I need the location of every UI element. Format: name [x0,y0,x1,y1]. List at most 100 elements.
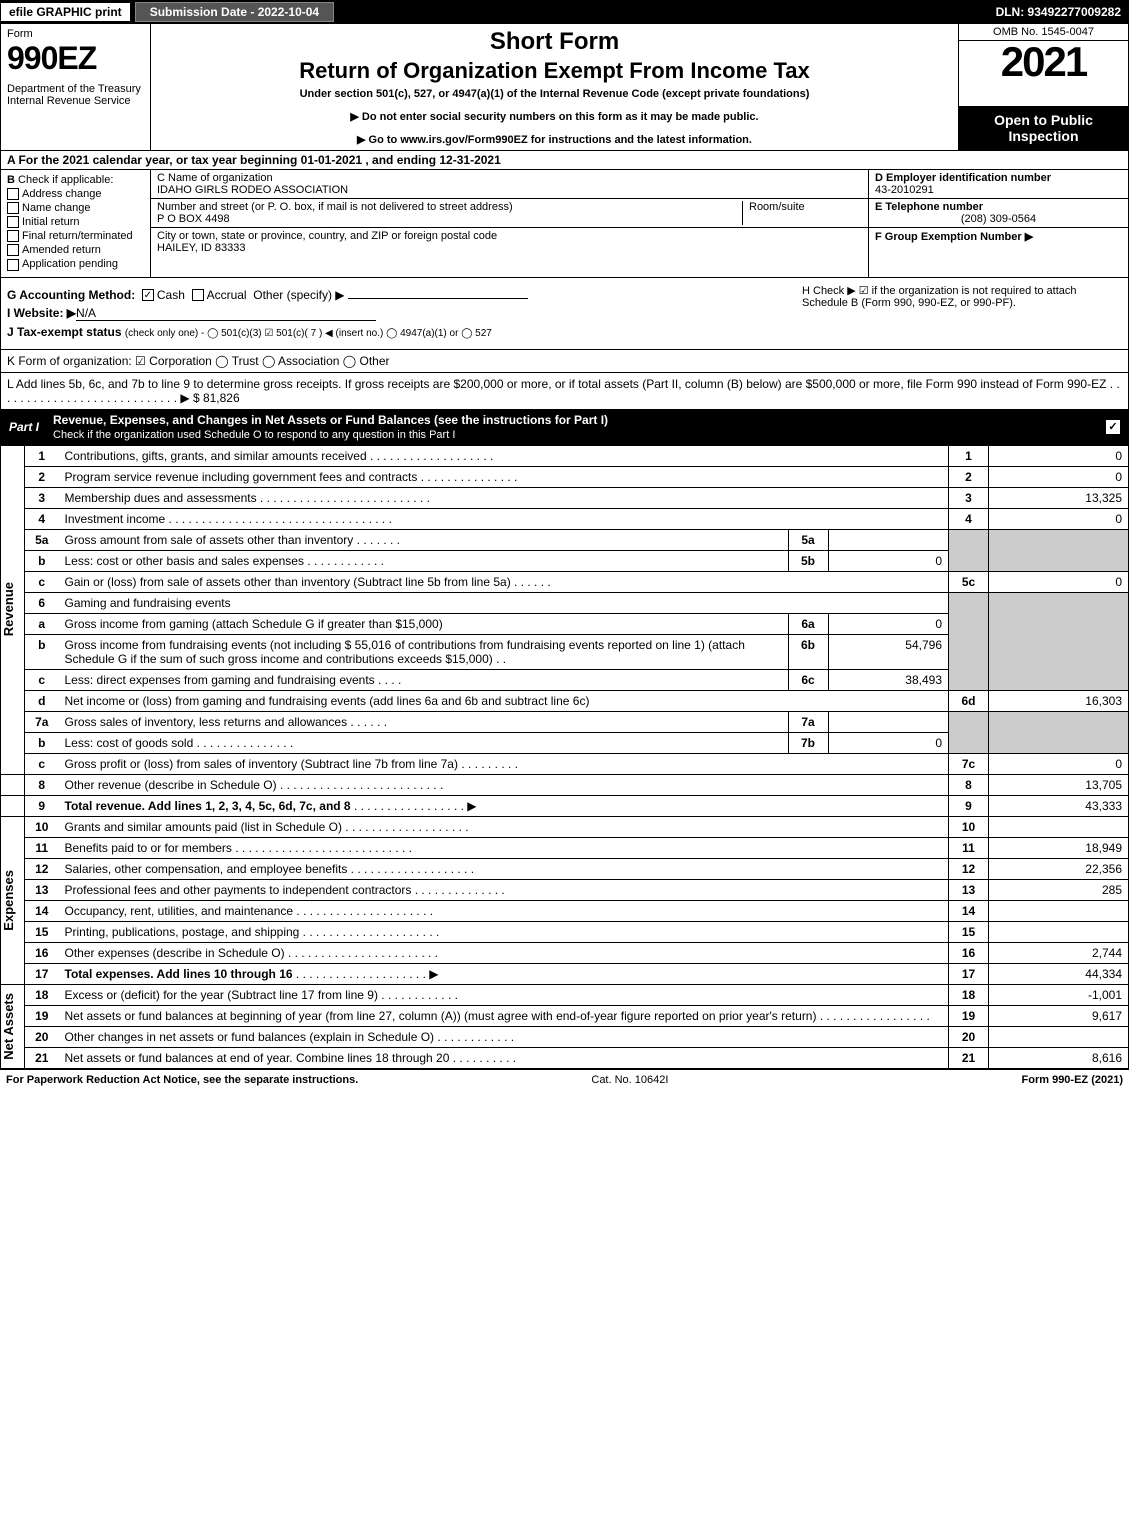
line-7c: Gross profit or (loss) from sales of inv… [59,753,949,774]
netassets-vlabel: Net Assets [1,984,25,1068]
val-11: 18,949 [989,837,1129,858]
city: HAILEY, ID 83333 [157,242,245,254]
cb-initial-return[interactable]: Initial return [7,216,144,228]
l-amt: ▶ $ 81,826 [180,391,239,405]
d-label: D Employer identification number [875,172,1051,184]
efile-print-button[interactable]: efile GRAPHIC print [0,2,131,22]
val-2: 0 [989,466,1129,487]
ghij: H Check ▶ ☑ if the organization is not r… [0,278,1129,350]
under-section: Under section 501(c), 527, or 4947(a)(1)… [159,88,950,100]
f-label: F Group Exemption Number ▶ [875,231,1033,243]
accrual-check[interactable] [192,289,204,301]
vlabel-text: Revenue [1,582,16,636]
g-label: G Accounting Method: [7,288,135,302]
revenue-vlabel: Revenue [1,445,25,774]
line-17: Total expenses. Add lines 10 through 16 … [59,963,949,984]
submission-date: Submission Date - 2022-10-04 [135,2,334,22]
c-name-row: C Name of organizationIDAHO GIRLS RODEO … [151,170,868,199]
line-12: Salaries, other compensation, and employ… [59,858,949,879]
line-2: Program service revenue including govern… [59,466,949,487]
j-rest: (check only one) - ◯ 501(c)(3) ☑ 501(c)(… [125,328,492,339]
line-19: Net assets or fund balances at beginning… [59,1005,949,1026]
val-18: -1,001 [989,984,1129,1005]
line-4: Investment income . . . . . . . . . . . … [59,508,949,529]
line-1: Contributions, gifts, grants, and simila… [59,445,949,466]
line-7a: Gross sales of inventory, less returns a… [59,711,949,732]
cash-check[interactable]: ✓ [142,289,154,301]
revenue-table: Revenue 1Contributions, gifts, grants, a… [0,445,1129,1069]
cb-label: Final return/terminated [22,230,133,242]
website-val: N/A [76,306,376,321]
b-label: Check if applicable: [18,174,113,186]
addr-label: Number and street (or P. O. box, if mail… [157,201,513,213]
form-number: 990EZ [7,40,144,77]
val-4: 0 [989,508,1129,529]
d-ein: D Employer identification number43-20102… [869,170,1128,199]
line-5b: Less: cost or other basis and sales expe… [59,550,949,571]
other-label: Other (specify) ▶ [253,288,344,302]
row-k: K Form of organization: ☑ Corporation ◯ … [0,350,1129,373]
expenses-vlabel: Expenses [1,816,25,984]
cb-label: Initial return [22,216,79,228]
dln: DLN: 93492277009282 [996,5,1129,19]
val-10 [989,816,1129,837]
footer-left: For Paperwork Reduction Act Notice, see … [6,1074,358,1086]
line-6: Gaming and fundraising events [59,592,949,613]
line-13: Professional fees and other payments to … [59,879,949,900]
val-8: 13,705 [989,774,1129,795]
h-check: H Check ▶ ☑ if the organization is not r… [802,284,1122,309]
line-3: Membership dues and assessments . . . . … [59,487,949,508]
cb-app-pending[interactable]: Application pending [7,258,144,270]
f-group: F Group Exemption Number ▶ [869,228,1128,245]
col-b: B Check if applicable: Address change Na… [1,170,151,277]
c-city-row: City or town, state or province, country… [151,228,868,256]
line-21: Net assets or fund balances at end of ye… [59,1047,949,1068]
department: Department of the Treasury Internal Reve… [7,83,144,107]
cb-address-change[interactable]: Address change [7,188,144,200]
line-16: Other expenses (describe in Schedule O) … [59,942,949,963]
line-7b: Less: cost of goods sold . . . . . . . .… [59,732,949,753]
j-tax-status: J Tax-exempt status (check only one) - ◯… [7,325,1122,339]
page-footer: For Paperwork Reduction Act Notice, see … [0,1069,1129,1090]
val-19: 9,617 [989,1005,1129,1026]
vlabel-text: Net Assets [1,993,16,1060]
form-label: Form [7,28,144,40]
line-5c: Gain or (loss) from sale of assets other… [59,571,949,592]
line-15: Printing, publications, postage, and shi… [59,921,949,942]
header-right: OMB No. 1545-0047 2021 Open to Public In… [958,24,1128,150]
val-3: 13,325 [989,487,1129,508]
cat-no: Cat. No. 10642I [591,1074,668,1086]
val-20 [989,1026,1129,1047]
ein: 43-2010291 [875,184,934,196]
cb-amended[interactable]: Amended return [7,244,144,256]
cb-final-return[interactable]: Final return/terminated [7,230,144,242]
line-11: Benefits paid to or for members . . . . … [59,837,949,858]
open-to-public: Open to Public Inspection [959,106,1128,150]
footer-right: Form 990-EZ (2021) [1022,1074,1123,1086]
cb-label: Address change [22,188,102,200]
line-14: Occupancy, rent, utilities, and maintena… [59,900,949,921]
accrual-label: Accrual [207,288,247,302]
part-title: Revenue, Expenses, and Changes in Net As… [53,413,608,441]
vlabel-text: Expenses [1,870,16,931]
cb-name-change[interactable]: Name change [7,202,144,214]
c-label: C Name of organization [157,172,273,184]
line-8: Other revenue (describe in Schedule O) .… [59,774,949,795]
form-header: Form 990EZ Department of the Treasury In… [0,24,1129,151]
part-sub: Check if the organization used Schedule … [53,429,455,441]
val-7c: 0 [989,753,1129,774]
val-1: 0 [989,445,1129,466]
val-6d: 16,303 [989,690,1129,711]
header-center: Short Form Return of Organization Exempt… [151,24,958,150]
col-c: C Name of organizationIDAHO GIRLS RODEO … [151,170,868,277]
short-form-title: Short Form [159,28,950,56]
tax-year: 2021 [959,41,1128,106]
b-hdr: B [7,174,15,186]
val-9: 43,333 [989,795,1129,816]
row-a-text: A For the 2021 calendar year, or tax yea… [7,153,501,167]
i-label: I Website: ▶ [7,306,76,320]
line-20: Other changes in net assets or fund bala… [59,1026,949,1047]
section-bcdef: B Check if applicable: Address change Na… [0,170,1129,278]
schedule-o-check[interactable]: ✓ [1106,420,1120,434]
city-label: City or town, state or province, country… [157,230,497,242]
